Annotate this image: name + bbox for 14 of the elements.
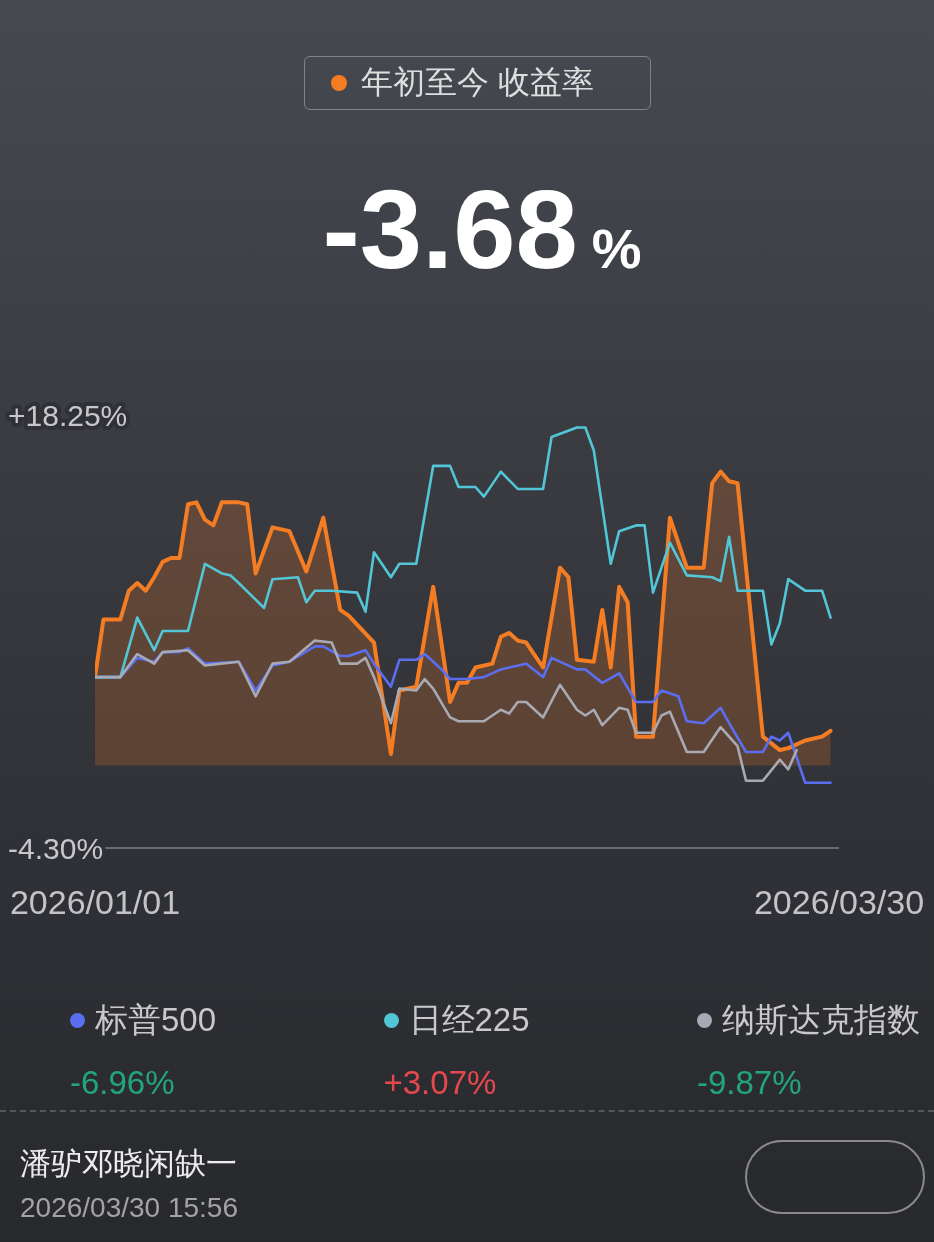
legend-label: 标普500 bbox=[95, 999, 217, 1040]
legend-label: 纳斯达克指数 bbox=[722, 999, 920, 1040]
text: -6.96% bbox=[70, 1064, 175, 1102]
y-tick-label: -4.30% bbox=[8, 831, 104, 865]
x-tick-label: 2026/03/30 bbox=[753, 883, 925, 921]
text: +3.07% bbox=[383, 1064, 497, 1102]
y-tick-label: +18.25% bbox=[8, 398, 128, 432]
chart-subtitle: -3.68% bbox=[322, 167, 642, 292]
text: -9.87% bbox=[697, 1064, 802, 1102]
x-tick-label: 2026/01/01 bbox=[9, 883, 181, 921]
text: 2026/03/30 15:56 bbox=[20, 1192, 238, 1224]
chart-title: 年初至今 收益率 bbox=[361, 63, 594, 102]
legend-label: 日经225 bbox=[408, 999, 530, 1040]
text: 潘驴邓晓闲缺一 bbox=[20, 1145, 237, 1183]
